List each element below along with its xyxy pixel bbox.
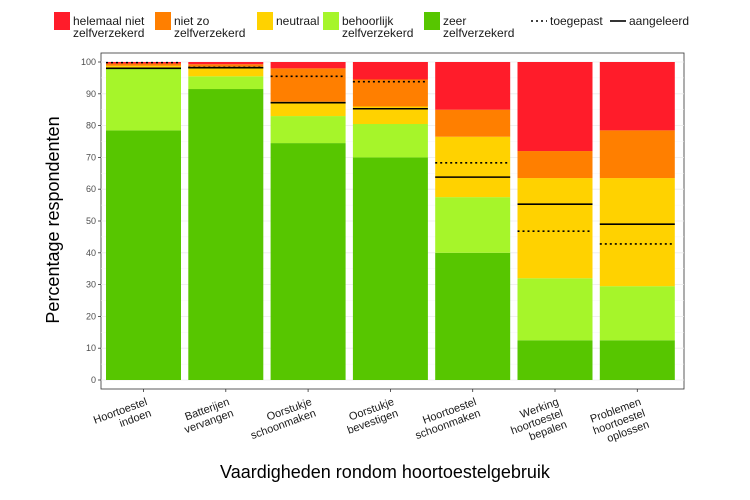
y-axis-title: Percentage respondenten bbox=[43, 116, 63, 323]
bar-segment-6-1 bbox=[517, 340, 593, 380]
bar-segment-4-1 bbox=[352, 157, 428, 380]
legend-label: zeer zelfverzekerd bbox=[443, 14, 514, 40]
bar-segment-3-5 bbox=[270, 62, 346, 69]
bar-segment-4-4 bbox=[352, 79, 428, 107]
x-tick-label-group: Batterijenvervangen bbox=[179, 396, 235, 436]
x-tick-label: Oorstukjebevestigen bbox=[342, 396, 400, 437]
y-tick-label: 50 bbox=[86, 216, 96, 226]
bar-segment-2-1 bbox=[188, 89, 264, 380]
bar-segment-6-3 bbox=[517, 178, 593, 279]
bar-segment-5-5 bbox=[435, 62, 511, 110]
x-tick-label-group: Oorstukjeschoonmaken bbox=[245, 396, 318, 442]
bar-segment-7-3 bbox=[599, 178, 675, 287]
legend-key bbox=[155, 12, 171, 30]
bar-segment-1-2 bbox=[106, 68, 181, 131]
legend-label: niet zo zelfverzekerd bbox=[174, 14, 245, 40]
y-tick-label: 30 bbox=[86, 280, 96, 290]
x-tick-label-group: Problemenhoortoesteloplossen bbox=[588, 396, 651, 448]
bars bbox=[106, 62, 675, 380]
bar-segment-4-3 bbox=[352, 106, 428, 125]
bar-segment-7-4 bbox=[599, 130, 675, 179]
x-axis: Hoortoestelindoen Batterijenvervangen Oors… bbox=[92, 389, 651, 448]
bar-segment-1-3 bbox=[106, 65, 181, 69]
bar-segment-4-5 bbox=[352, 62, 428, 80]
y-tick-label: 0 bbox=[91, 375, 96, 385]
x-tick-label-group: Oorstukjebevestigen bbox=[342, 396, 400, 437]
legend-label: behoorlijk zelfverzekerd bbox=[342, 14, 413, 40]
reference-lines bbox=[106, 61, 675, 245]
x-tick-label: Batterijenvervangen bbox=[179, 396, 235, 436]
y-tick-label: 40 bbox=[86, 248, 96, 258]
bar-segment-3-1 bbox=[270, 143, 346, 380]
bar-segment-1-1 bbox=[106, 130, 181, 380]
legend-label: helemaal niet zelfverzekerd bbox=[73, 14, 145, 40]
bar-segment-5-2 bbox=[435, 197, 511, 253]
y-tick-label: 70 bbox=[86, 152, 96, 162]
x-tick-label-group: Hoortoestelschoonmaken bbox=[410, 396, 483, 442]
legend-key bbox=[424, 12, 440, 30]
bar-segment-4-2 bbox=[352, 124, 428, 158]
bar-segment-7-2 bbox=[599, 286, 675, 341]
legend-key bbox=[257, 12, 273, 30]
y-tick-label: 60 bbox=[86, 184, 96, 194]
bar-segment-2-5 bbox=[188, 62, 264, 65]
x-tick-label: Problemenhoortoesteloplossen bbox=[588, 396, 651, 448]
x-axis-title: Vaardigheden rondom hoortoestelgebruik bbox=[220, 462, 551, 482]
bar-segment-5-3 bbox=[435, 136, 511, 198]
bar-segment-5-1 bbox=[435, 252, 511, 380]
y-tick-label: 100 bbox=[81, 57, 96, 67]
legend-key bbox=[323, 12, 339, 30]
y-tick-label: 90 bbox=[86, 89, 96, 99]
bar-segment-3-4 bbox=[270, 68, 346, 102]
legend-key bbox=[54, 12, 70, 30]
x-tick-label: Oorstukjeschoonmaken bbox=[245, 396, 318, 442]
x-tick-label: Hoortoestelindoen bbox=[92, 396, 153, 438]
legend-label: neutraal bbox=[276, 14, 319, 28]
bar-segment-2-3 bbox=[188, 66, 264, 77]
bar-segment-6-2 bbox=[517, 278, 593, 341]
y-tick-label: 80 bbox=[86, 121, 96, 131]
y-tick-label: 10 bbox=[86, 343, 96, 353]
legend: helemaal niet zelfverzekerd niet zo zelfver… bbox=[54, 12, 689, 40]
x-tick-label: Hoortoestelschoonmaken bbox=[410, 396, 483, 442]
bar-segment-7-5 bbox=[599, 62, 675, 131]
bar-segment-3-3 bbox=[270, 101, 346, 117]
x-tick-label: Werkinghoortoestelbepalen bbox=[505, 396, 568, 448]
bar-segment-7-1 bbox=[599, 340, 675, 380]
bar-segment-1-5 bbox=[106, 62, 181, 64]
x-tick-label-group: Werkinghoortoestelbepalen bbox=[505, 396, 568, 448]
bar-segment-6-4 bbox=[517, 151, 593, 179]
y-tick-label: 20 bbox=[86, 311, 96, 321]
bar-segment-6-5 bbox=[517, 62, 593, 152]
bar-segment-5-4 bbox=[435, 109, 511, 137]
bar-segment-3-2 bbox=[270, 116, 346, 144]
legend-label: aangeleerd bbox=[629, 14, 689, 28]
legend-label: toegepast bbox=[550, 14, 603, 28]
bar-segment-2-2 bbox=[188, 76, 264, 90]
bar-segment-1-4 bbox=[106, 63, 181, 66]
x-tick-label-group: Hoortoestelindoen bbox=[92, 396, 153, 438]
y-axis: 0 10 20 30 40 50 60 70 80 90 100 bbox=[81, 57, 101, 385]
bar-segment-2-4 bbox=[188, 64, 264, 67]
